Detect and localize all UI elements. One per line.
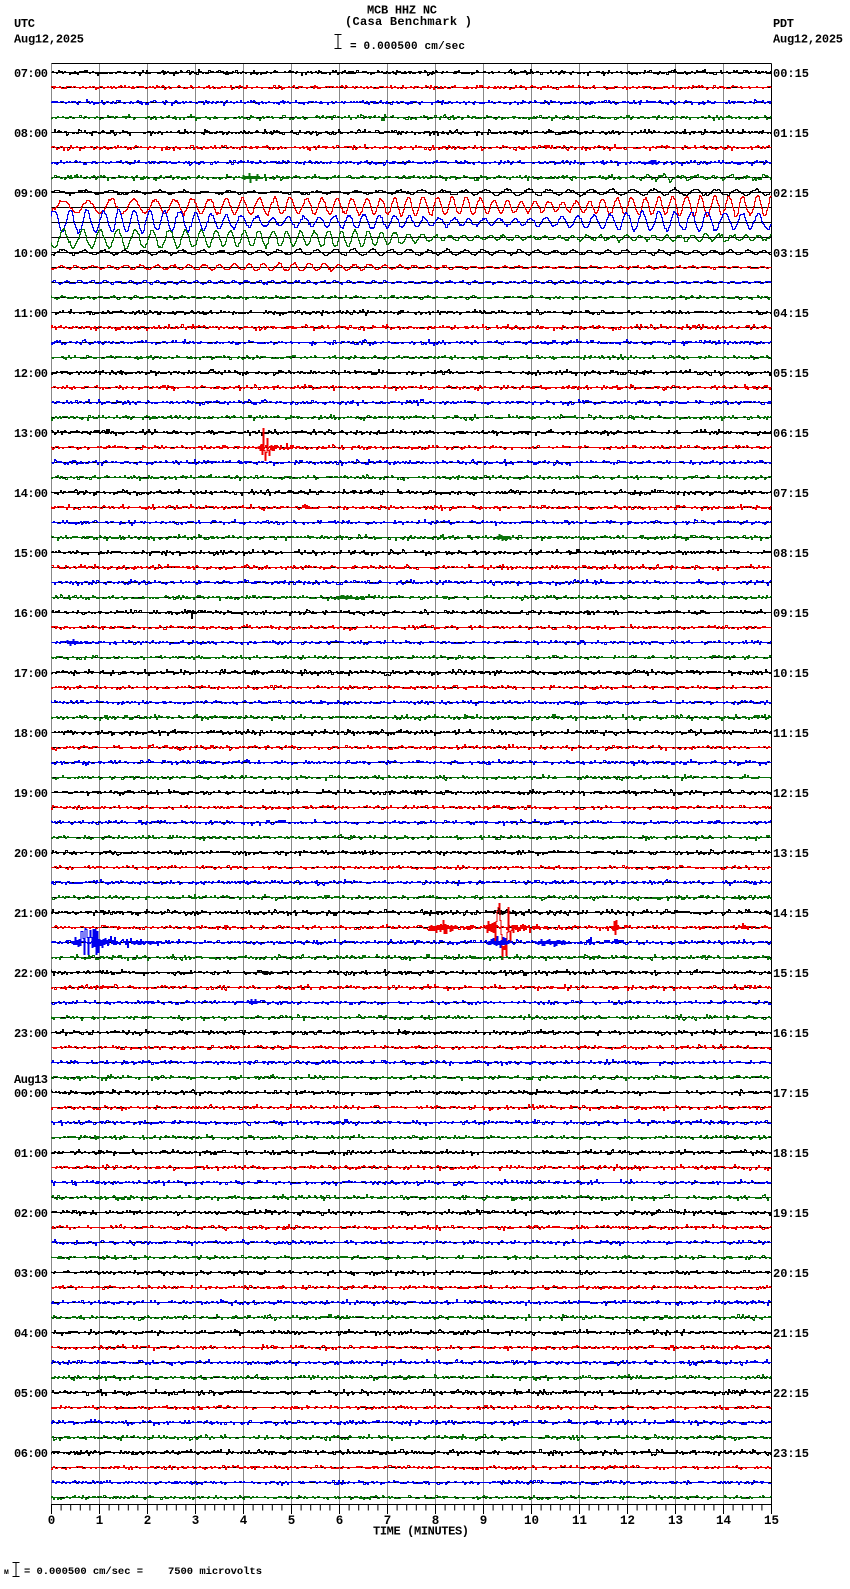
svg-text:21:15: 21:15 (773, 1327, 809, 1341)
svg-text:12: 12 (620, 1514, 635, 1528)
svg-text:12:00: 12:00 (14, 367, 48, 381)
svg-text:21:00: 21:00 (14, 907, 48, 921)
svg-text:08:15: 08:15 (773, 547, 809, 561)
svg-text:03:15: 03:15 (773, 247, 809, 261)
svg-text:05:15: 05:15 (773, 367, 809, 381)
svg-text:03:00: 03:00 (14, 1267, 48, 1281)
svg-text:8: 8 (432, 1514, 440, 1528)
svg-text:18:00: 18:00 (14, 727, 48, 741)
svg-text:4: 4 (240, 1514, 248, 1528)
svg-text:10:00: 10:00 (14, 247, 48, 261)
svg-text:TIME (MINUTES): TIME (MINUTES) (373, 1525, 469, 1539)
svg-text:14:15: 14:15 (773, 907, 809, 921)
svg-text:13:15: 13:15 (773, 847, 809, 861)
svg-text:13: 13 (668, 1514, 683, 1528)
svg-text:11: 11 (572, 1514, 587, 1528)
svg-text:20:00: 20:00 (14, 847, 48, 861)
svg-text:00:00: 00:00 (14, 1087, 48, 1101)
svg-text:17:15: 17:15 (773, 1087, 809, 1101)
svg-text:6: 6 (336, 1514, 344, 1528)
svg-text:01:15: 01:15 (773, 127, 809, 141)
svg-text:22:15: 22:15 (773, 1387, 809, 1401)
svg-text:UTC: UTC (14, 17, 35, 31)
svg-text:09:00: 09:00 (14, 187, 48, 201)
svg-text:07:15: 07:15 (773, 487, 809, 501)
svg-text:10: 10 (524, 1514, 539, 1528)
svg-text:13:00: 13:00 (14, 427, 48, 441)
svg-text:3: 3 (192, 1514, 200, 1528)
svg-text:06:00: 06:00 (14, 1447, 48, 1461)
svg-text:05:00: 05:00 (14, 1387, 48, 1401)
svg-text:07:00: 07:00 (14, 67, 48, 81)
svg-text:MCB HHZ NC: MCB HHZ NC (367, 4, 437, 18)
svg-text:1: 1 (96, 1514, 104, 1528)
svg-text:23:15: 23:15 (773, 1447, 809, 1461)
svg-text:16:00: 16:00 (14, 607, 48, 621)
svg-text:Aug13: Aug13 (14, 1073, 48, 1087)
svg-text:04:15: 04:15 (773, 307, 809, 321)
svg-text:22:00: 22:00 (14, 967, 48, 981)
svg-text:15:00: 15:00 (14, 547, 48, 561)
svg-text:м: м (4, 1568, 9, 1577)
svg-text:Aug12,2025: Aug12,2025 (14, 33, 84, 47)
svg-text:11:15: 11:15 (773, 727, 809, 741)
svg-text:7: 7 (384, 1514, 392, 1528)
svg-text:23:00: 23:00 (14, 1027, 48, 1041)
svg-text:01:00: 01:00 (14, 1147, 48, 1161)
svg-text:09:15: 09:15 (773, 607, 809, 621)
svg-text:00:15: 00:15 (773, 67, 809, 81)
svg-text:08:00: 08:00 (14, 127, 48, 141)
svg-text:Aug12,2025: Aug12,2025 (773, 33, 843, 47)
svg-text:15:15: 15:15 (773, 967, 809, 981)
svg-text:14: 14 (716, 1514, 732, 1528)
svg-text:11:00: 11:00 (14, 307, 48, 321)
svg-text:19:15: 19:15 (773, 1207, 809, 1221)
svg-text:18:15: 18:15 (773, 1147, 809, 1161)
svg-text:0: 0 (48, 1514, 56, 1528)
svg-text:02:15: 02:15 (773, 187, 809, 201)
svg-text:15: 15 (764, 1514, 779, 1528)
svg-text:PDT: PDT (773, 17, 794, 31)
svg-text:= 0.000500 cm/sec: = 0.000500 cm/sec (350, 41, 465, 53)
svg-text:5: 5 (288, 1514, 296, 1528)
svg-text:2: 2 (144, 1514, 152, 1528)
svg-text:06:15: 06:15 (773, 427, 809, 441)
svg-text:16:15: 16:15 (773, 1027, 809, 1041)
svg-text:9: 9 (480, 1514, 488, 1528)
svg-text:14:00: 14:00 (14, 487, 48, 501)
svg-text:04:00: 04:00 (14, 1327, 48, 1341)
svg-text:= 0.000500 cm/sec = 7500 mi: = 0.000500 cm/sec = 7500 microvolts (24, 1566, 262, 1578)
svg-text:20:15: 20:15 (773, 1267, 809, 1281)
svg-text:17:00: 17:00 (14, 667, 48, 681)
svg-text:(Casa Benchmark ): (Casa Benchmark ) (345, 15, 472, 29)
svg-text:19:00: 19:00 (14, 787, 48, 801)
svg-text:02:00: 02:00 (14, 1207, 48, 1221)
svg-text:12:15: 12:15 (773, 787, 809, 801)
svg-text:10:15: 10:15 (773, 667, 809, 681)
